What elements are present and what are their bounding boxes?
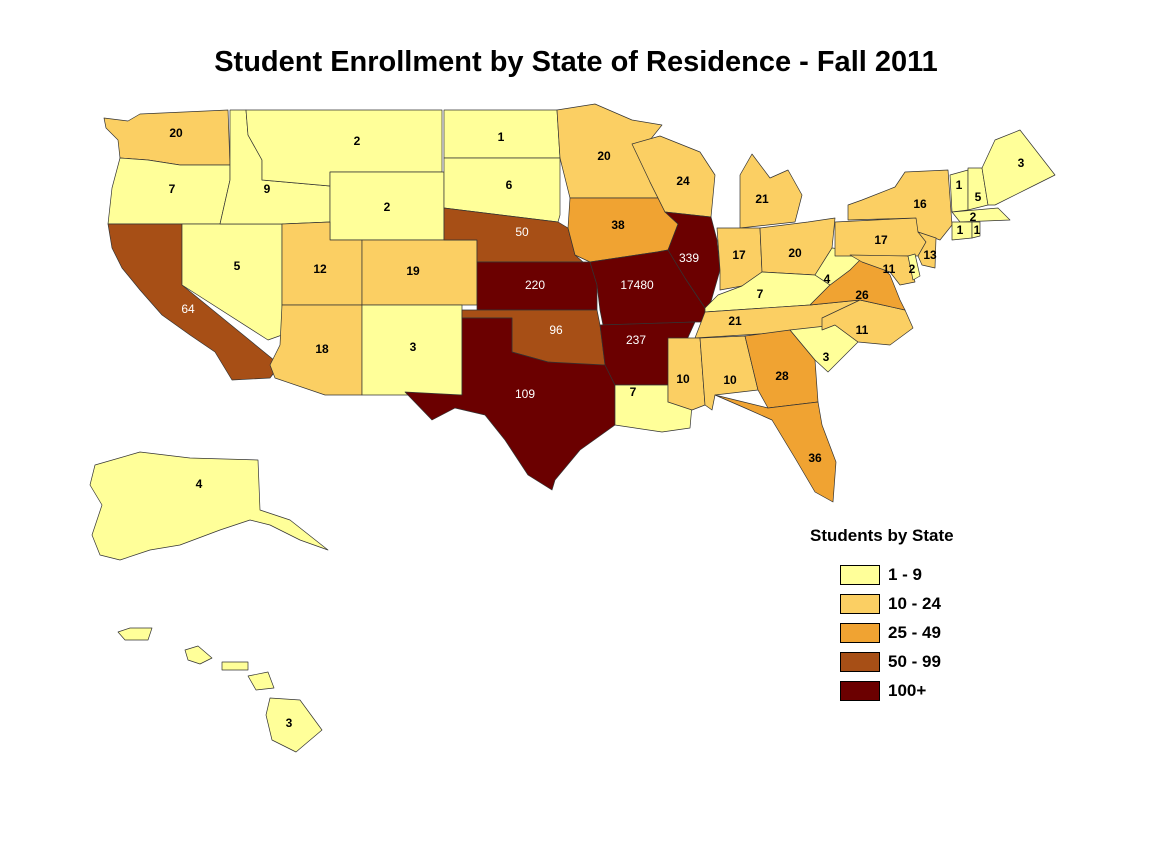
legend-label: 10 - 24 bbox=[888, 593, 941, 613]
state-label-mt: 2 bbox=[354, 134, 361, 148]
legend-item-1-9: 1 - 9 bbox=[810, 560, 1010, 589]
legend-title: Students by State bbox=[810, 526, 954, 545]
state-label-ak: 4 bbox=[196, 477, 203, 491]
state-label-oh: 20 bbox=[788, 246, 802, 260]
state-label-ks: 220 bbox=[525, 278, 545, 292]
state-me bbox=[981, 129, 1056, 206]
map-title: Student Enrollment by State of Residence… bbox=[214, 46, 938, 78]
state-label-pa: 17 bbox=[874, 233, 888, 247]
state-hi bbox=[265, 697, 323, 753]
state-label-mo: 17480 bbox=[620, 278, 654, 292]
state-label-ut: 12 bbox=[313, 262, 327, 276]
state-ms bbox=[667, 337, 706, 411]
legend-swatch bbox=[840, 564, 880, 585]
legend-label: 50 - 99 bbox=[888, 651, 941, 671]
legend-item-25-49: 25 - 49 bbox=[810, 618, 1010, 647]
legend-label: 100+ bbox=[888, 680, 927, 700]
state-hi-part bbox=[117, 627, 153, 641]
state-hi-part bbox=[247, 671, 275, 691]
state-label-mn: 20 bbox=[597, 149, 611, 163]
state-label-wa: 20 bbox=[169, 126, 183, 140]
state-label-nv: 5 bbox=[234, 259, 241, 273]
state-label-wv: 4 bbox=[824, 272, 831, 286]
state-label-id: 9 bbox=[264, 182, 271, 196]
state-label-al: 10 bbox=[723, 373, 737, 387]
state-label-ky: 7 bbox=[757, 287, 764, 301]
state-wi bbox=[631, 135, 716, 218]
state-fl bbox=[714, 394, 837, 503]
state-label-ny: 16 bbox=[913, 197, 927, 211]
state-sd bbox=[443, 157, 561, 223]
state-label-me: 3 bbox=[1018, 156, 1025, 170]
state-label-la: 7 bbox=[630, 385, 637, 399]
state-label-va: 26 bbox=[855, 288, 869, 302]
state-hi-part bbox=[184, 645, 213, 665]
state-ma bbox=[951, 207, 1011, 223]
state-label-wy: 2 bbox=[384, 200, 391, 214]
state-label-ar: 237 bbox=[626, 333, 646, 347]
state-label-nj: 13 bbox=[923, 248, 937, 262]
state-label-nc: 11 bbox=[856, 323, 869, 337]
state-mi bbox=[739, 153, 803, 229]
state-ri bbox=[971, 221, 981, 239]
state-label-ga: 28 bbox=[775, 369, 789, 383]
legend-swatch bbox=[840, 622, 880, 643]
state-wa bbox=[103, 109, 231, 166]
state-ks bbox=[476, 261, 598, 311]
state-label-nm: 3 bbox=[410, 340, 417, 354]
legend-item-50-99: 50 - 99 bbox=[810, 647, 1010, 676]
state-label-co: 19 bbox=[406, 264, 420, 278]
legend: Students by State 1 - 9 10 - 24 25 - 49 … bbox=[810, 526, 1010, 705]
legend-label: 25 - 49 bbox=[888, 622, 941, 642]
state-label-hi: 3 bbox=[286, 716, 293, 730]
state-label-il: 339 bbox=[679, 251, 699, 265]
legend-item-10-24: 10 - 24 bbox=[810, 589, 1010, 618]
state-de bbox=[907, 253, 921, 281]
state-label-sc: 3 bbox=[823, 350, 830, 364]
state-label-de: 2 bbox=[909, 262, 916, 276]
legend-label: 1 - 9 bbox=[888, 564, 923, 584]
state-nj bbox=[917, 231, 937, 269]
state-label-ok: 96 bbox=[549, 323, 563, 337]
state-label-mi: 21 bbox=[755, 192, 769, 206]
state-label-tn: 21 bbox=[728, 314, 742, 328]
state-label-ne: 50 bbox=[515, 225, 529, 239]
state-label-ia: 38 bbox=[611, 218, 625, 232]
state-label-vt: 1 bbox=[956, 178, 963, 192]
legend-swatch bbox=[840, 651, 880, 672]
state-ak bbox=[89, 451, 329, 561]
state-label-or: 7 bbox=[169, 182, 176, 196]
legend-swatch bbox=[840, 593, 880, 614]
state-label-ms: 10 bbox=[676, 372, 690, 386]
state-label-ca: 64 bbox=[181, 302, 195, 316]
state-label-ri: 1 bbox=[974, 223, 981, 237]
state-label-tx: 109 bbox=[515, 387, 535, 401]
state-label-az: 18 bbox=[315, 342, 329, 356]
state-label-fl: 36 bbox=[808, 451, 822, 465]
state-label-nh: 5 bbox=[975, 190, 982, 204]
state-label-ma: 2 bbox=[970, 210, 977, 224]
state-label-md: 11 bbox=[883, 262, 896, 276]
state-tx bbox=[404, 317, 616, 491]
legend-swatch bbox=[840, 680, 880, 701]
state-label-in: 17 bbox=[732, 248, 746, 262]
legend-item-100-plus: 100+ bbox=[810, 676, 1010, 705]
state-hi-part bbox=[221, 661, 249, 671]
state-label-ct: 1 bbox=[957, 223, 964, 237]
state-label-nd: 1 bbox=[498, 130, 505, 144]
state-label-sd: 6 bbox=[506, 178, 513, 192]
state-label-wi: 24 bbox=[676, 174, 690, 188]
